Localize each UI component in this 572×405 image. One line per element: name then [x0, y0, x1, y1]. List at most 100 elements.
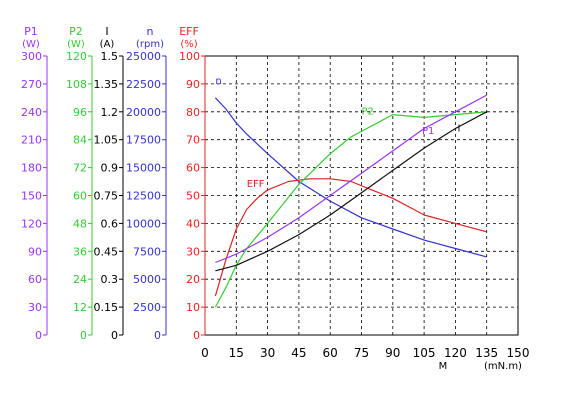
x-tick-label: 120: [444, 346, 467, 360]
y-tick-label: 12500: [126, 190, 161, 203]
y-axis-title: n: [147, 25, 154, 38]
y-axis-i: 0 0.15 0.3 0.45 0.6 0.75 0.9 1.05 1.2 1.35 1.5 I(A): [94, 25, 124, 342]
y-axis-p2: 0 12 24 36 48 60 72 84 96 108 120 P2(W): [66, 25, 93, 342]
x-tick-label: 0: [201, 346, 209, 360]
y-tick-label: 0.6: [101, 217, 119, 230]
y-tick-label: 1.2: [101, 106, 119, 119]
y-tick-label: 100: [179, 50, 200, 63]
y-tick-label: 90: [186, 78, 200, 91]
y-tick-label: 17500: [126, 134, 161, 147]
series-i: I: [215, 111, 487, 272]
y-tick-label: 20000: [126, 106, 161, 119]
y-tick-label: 0.75: [94, 190, 119, 203]
y-tick-label: 180: [21, 162, 42, 175]
y-tick-label: 1.05: [94, 134, 119, 147]
y-tick-label: 10: [186, 301, 200, 314]
y-tick-label: 150: [21, 190, 42, 203]
y-tick-label: 1.5: [101, 50, 119, 63]
grid: [204, 55, 519, 336]
x-tick-label: 105: [413, 346, 436, 360]
x-tick-label: 135: [475, 346, 498, 360]
series-label: P2: [362, 107, 374, 118]
x-axis: 0 15 30 45 60 75 90 105 120 135 150 M (mN.m): [201, 346, 529, 372]
y-tick-label: 270: [21, 78, 42, 91]
y-tick-label: 90: [28, 245, 42, 258]
series-label: P1: [422, 126, 434, 137]
y-tick-label: 120: [21, 217, 42, 230]
y-tick-label: 7500: [133, 245, 161, 258]
y-tick-label: 48: [73, 217, 87, 230]
series-line: [214, 178, 487, 297]
y-tick-label: 0: [35, 329, 42, 342]
series-line: [214, 111, 487, 308]
y-axis-unit: (W): [67, 39, 85, 50]
y-axis-title: P1: [24, 25, 38, 38]
series-label: I: [457, 123, 460, 134]
y-tick-label: 12: [73, 301, 87, 314]
y-tick-label: 300: [21, 50, 42, 63]
y-tick-label: 15000: [126, 162, 161, 175]
y-axis-unit: (rpm): [136, 39, 164, 50]
y-tick-label: 36: [73, 245, 87, 258]
series-label: EFF: [247, 179, 265, 190]
series-line: [215, 94, 487, 264]
y-tick-label: 24: [73, 273, 87, 286]
series-p1: P1: [215, 94, 487, 264]
y-tick-label: 50: [186, 190, 200, 203]
y-tick-label: 240: [21, 106, 42, 119]
y-tick-label: 25000: [126, 50, 161, 63]
y-tick-label: 0.45: [94, 245, 119, 258]
y-tick-label: 10000: [126, 217, 161, 230]
y-tick-label: 0.9: [101, 162, 119, 175]
y-tick-label: 0: [193, 329, 200, 342]
series-n: n: [214, 76, 487, 258]
y-tick-label: 60: [28, 273, 42, 286]
y-tick-label: 20: [186, 273, 200, 286]
y-tick-label: 0.3: [101, 273, 119, 286]
y-axis-title: EFF: [179, 25, 199, 38]
y-axis-eff: 0 10 20 30 40 50 60 70 80 90 100 EFF(%): [179, 25, 206, 342]
y-tick-label: 84: [73, 134, 87, 147]
y-tick-label: 72: [73, 162, 87, 175]
y-tick-label: 2500: [133, 301, 161, 314]
y-axes: 0306090120150180210240270300P1(W)0122436…: [21, 25, 206, 342]
y-tick-label: 210: [21, 134, 42, 147]
y-tick-label: 0: [154, 329, 161, 342]
y-tick-label: 1.35: [94, 78, 119, 91]
x-tick-label: 75: [354, 346, 369, 360]
y-tick-label: 108: [66, 78, 87, 91]
y-tick-label: 30: [28, 301, 42, 314]
y-tick-label: 0.15: [94, 301, 119, 314]
series-line: [215, 111, 487, 272]
y-axis-unit: (A): [100, 39, 115, 50]
y-tick-label: 0: [111, 329, 118, 342]
x-axis-unit: (mN.m): [484, 361, 522, 372]
y-axis-title: P2: [69, 25, 83, 38]
x-tick-label: 90: [385, 346, 400, 360]
y-tick-label: 70: [186, 134, 200, 147]
x-tick-label: 45: [291, 346, 306, 360]
x-tick-label: 15: [229, 346, 244, 360]
y-axis-title: I: [105, 25, 108, 38]
y-tick-label: 60: [73, 190, 87, 203]
y-tick-label: 0: [80, 329, 87, 342]
x-tick-label: 30: [260, 346, 275, 360]
y-tick-label: 80: [186, 106, 200, 119]
series-label: n: [215, 76, 221, 87]
x-tick-label: 150: [507, 346, 530, 360]
series-p2: P2: [214, 107, 487, 308]
y-tick-label: 96: [73, 106, 87, 119]
y-axis-n: 0 2500 5000 7500 10000 12500 15000 17500 20000 22…: [126, 25, 167, 342]
y-axis-unit: (%): [180, 39, 197, 50]
y-axis-p1: 0 30 60 90 120 150 180 210 240 270 300 P1(W): [21, 25, 48, 342]
y-axis-unit: (W): [22, 39, 40, 50]
y-tick-label: 60: [186, 162, 200, 175]
series-eff: EFF: [214, 178, 487, 297]
series: n EFF P2 P1 I: [214, 76, 487, 308]
y-tick-label: 22500: [126, 78, 161, 91]
x-tick-label: 60: [323, 346, 338, 360]
y-tick-label: 120: [66, 50, 87, 63]
series-line: [214, 97, 487, 258]
y-tick-label: 40: [186, 217, 200, 230]
